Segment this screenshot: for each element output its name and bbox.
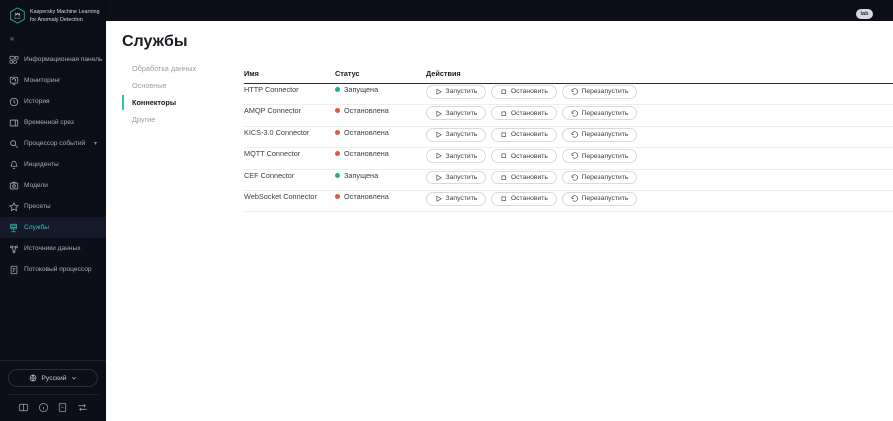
svg-text:MLAD: MLAD (14, 17, 21, 20)
